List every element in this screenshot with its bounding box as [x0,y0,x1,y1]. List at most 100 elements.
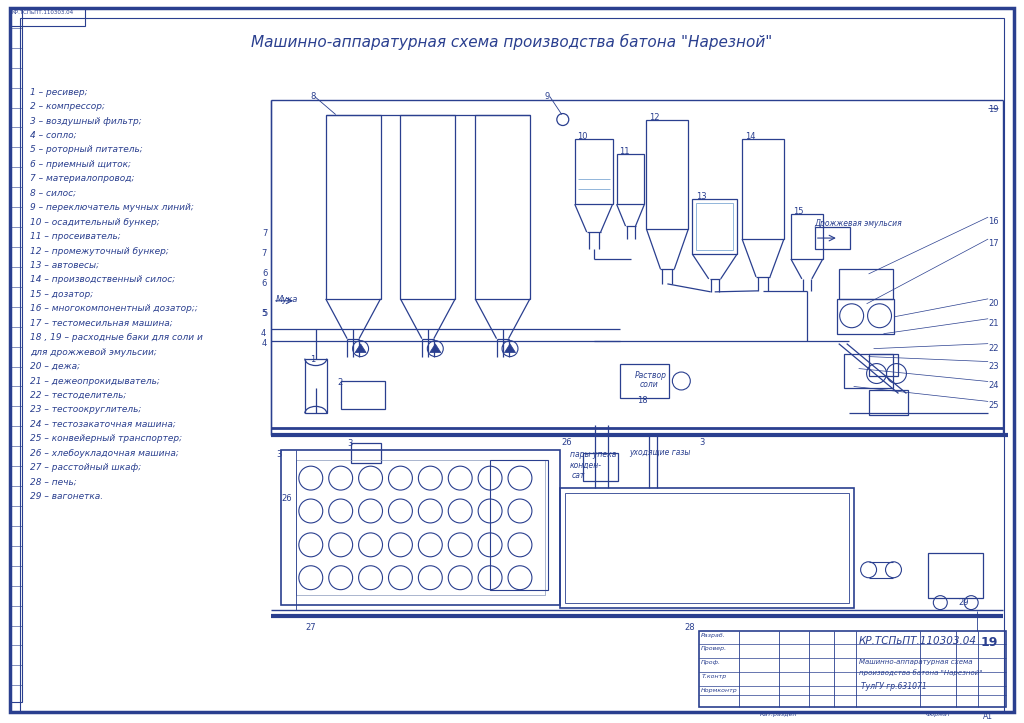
Text: КР.ТСПьПТ.110303.04: КР.ТСПьПТ.110303.04 [859,636,977,646]
Text: 4: 4 [262,338,267,348]
Text: 4 – сопло;: 4 – сопло; [30,131,77,140]
Text: 13: 13 [696,192,707,201]
Text: 28 – печь;: 28 – печь; [30,478,77,487]
Bar [281,450,560,604]
Text: пары упека: пары упека [569,450,616,459]
Bar [839,269,894,299]
Text: 22: 22 [988,343,998,353]
Text: 23 – тестоокруглитель;: 23 – тестоокруглитель; [30,406,141,414]
Text: 4: 4 [261,329,266,338]
Text: Раствор: Раствор [635,371,667,380]
Text: 25: 25 [988,401,998,411]
Text: Проф.: Проф. [701,660,721,665]
Text: 10 – осадительный бункер;: 10 – осадительный бункер; [30,218,160,226]
Bar [742,140,784,239]
Bar [692,200,737,254]
Text: Разраб.: Разраб. [701,633,726,638]
Text: 18: 18 [638,396,648,406]
Polygon shape [355,344,367,353]
Bar [305,359,327,414]
Bar [815,227,850,249]
Text: 9: 9 [545,92,550,100]
Text: 11 – просеиватель;: 11 – просеиватель; [30,232,121,241]
Text: 19: 19 [980,636,997,649]
Text: 25 – конвейерный транспортер;: 25 – конвейерный транспортер; [30,435,182,443]
Text: 20 – дежа;: 20 – дежа; [30,362,80,371]
Bar [699,630,1006,707]
Bar [929,553,983,598]
Bar [490,460,548,590]
Text: 8 – силос;: 8 – силос; [30,189,76,198]
Text: А1: А1 [983,712,993,721]
Text: конден-: конден- [569,461,602,470]
Text: 14: 14 [745,132,756,142]
Bar [868,390,908,415]
Text: 5 – роторный питатель;: 5 – роторный питатель; [30,145,142,155]
Text: 9 – переключатель мучных линий;: 9 – переключатель мучных линий; [30,203,194,212]
Text: уходящие газы: уходящие газы [630,448,691,457]
Text: производства батона "Нарезной": производства батона "Нарезной" [859,669,982,676]
Bar [10,8,22,702]
Text: 27: 27 [306,623,316,632]
Bar [616,155,644,204]
Bar [565,493,849,603]
Text: 3: 3 [348,440,353,448]
Text: 1 – ресивер;: 1 – ресивер; [30,87,87,97]
Text: 21: 21 [988,319,998,328]
Text: сат: сат [571,471,585,480]
Text: 15 – дозатор;: 15 – дозатор; [30,290,93,299]
Bar [560,488,854,607]
Text: 23: 23 [988,362,998,371]
Bar [341,382,385,409]
Text: 26: 26 [562,438,572,448]
Text: 6: 6 [261,279,266,288]
Bar [400,114,456,299]
Bar [868,354,898,375]
Bar [10,8,85,26]
Bar [574,140,612,204]
Text: 15: 15 [793,208,804,216]
Text: Формат: Формат [926,712,951,717]
Text: 1: 1 [310,354,315,364]
Text: 7: 7 [262,229,267,238]
Text: 26: 26 [281,494,292,503]
Text: 21 – дежеопрокидыватель;: 21 – дежеопрокидыватель; [30,377,160,385]
Text: 12: 12 [649,113,659,121]
Text: 13 – автовесы;: 13 – автовесы; [30,261,99,270]
Text: 3: 3 [275,450,282,459]
Text: для дрожжевой эмульсии;: для дрожжевой эмульсии; [30,348,157,356]
Text: 20: 20 [988,299,998,308]
Text: 16 – многокомпонентный дозатор;;: 16 – многокомпонентный дозатор;; [30,304,198,313]
Text: 6 – приемный щиток;: 6 – приемный щиток; [30,160,131,169]
Polygon shape [430,344,441,353]
Text: 24: 24 [988,382,998,390]
Text: 2 – компрессор;: 2 – компрессор; [30,102,104,111]
Bar [646,119,688,229]
Bar [326,114,381,299]
Bar [350,443,381,463]
Text: соли: соли [640,380,658,390]
Text: 14 – производственный силос;: 14 – производственный силос; [30,275,175,284]
Text: 11: 11 [620,147,630,156]
Text: 29: 29 [958,598,969,607]
Text: Мука: Мука [275,295,298,304]
Text: Машинно-аппаратурная схема: Машинно-аппаратурная схема [859,659,972,665]
Text: 27 – расстойный шкаф;: 27 – расстойный шкаф; [30,463,141,472]
Text: 28: 28 [684,623,695,632]
Text: 29 – вагонетка.: 29 – вагонетка. [30,492,103,501]
Text: 17 – тестомесильная машина;: 17 – тестомесильная машина; [30,319,173,328]
Text: 12 – промежуточный бункер;: 12 – промежуточный бункер; [30,247,169,255]
Text: 5: 5 [262,309,267,318]
Text: 19: 19 [988,105,998,114]
Text: 3 – воздушный фильтр;: 3 – воздушный фильтр; [30,116,141,126]
Bar [296,460,545,594]
Text: 6: 6 [262,269,267,278]
Text: 26 – хлебоукладочная машина;: 26 – хлебоукладочная машина; [30,449,179,458]
Text: КР.ТСПьПТ.110303.04: КР.ТСПьПТ.110303.04 [12,10,74,15]
Bar [475,114,530,299]
Text: 22 – тестоделитель;: 22 – тестоделитель; [30,391,126,400]
Text: Провер.: Провер. [701,646,727,651]
Text: Кат.раздел: Кат.раздел [760,712,798,717]
Text: 7 – материалопровод;: 7 – материалопровод; [30,174,134,184]
Text: 2: 2 [338,377,343,387]
